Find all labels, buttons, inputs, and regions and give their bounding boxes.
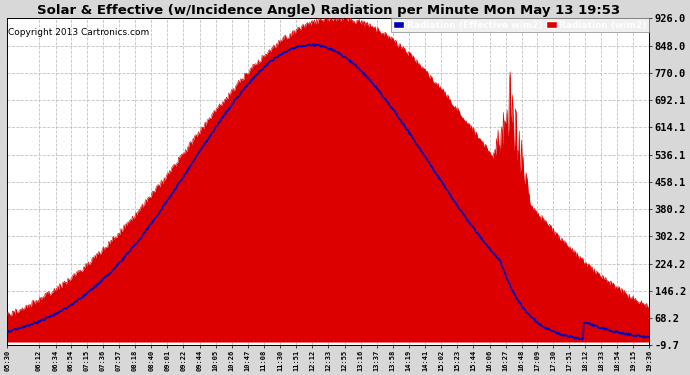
Legend: Radiation (Effective w/m2), Radiation (w/m2): Radiation (Effective w/m2), Radiation (w…	[391, 18, 649, 32]
Title: Solar & Effective (w/Incidence Angle) Radiation per Minute Mon May 13 19:53: Solar & Effective (w/Incidence Angle) Ra…	[37, 4, 620, 17]
Text: Copyright 2013 Cartronics.com: Copyright 2013 Cartronics.com	[8, 28, 150, 37]
